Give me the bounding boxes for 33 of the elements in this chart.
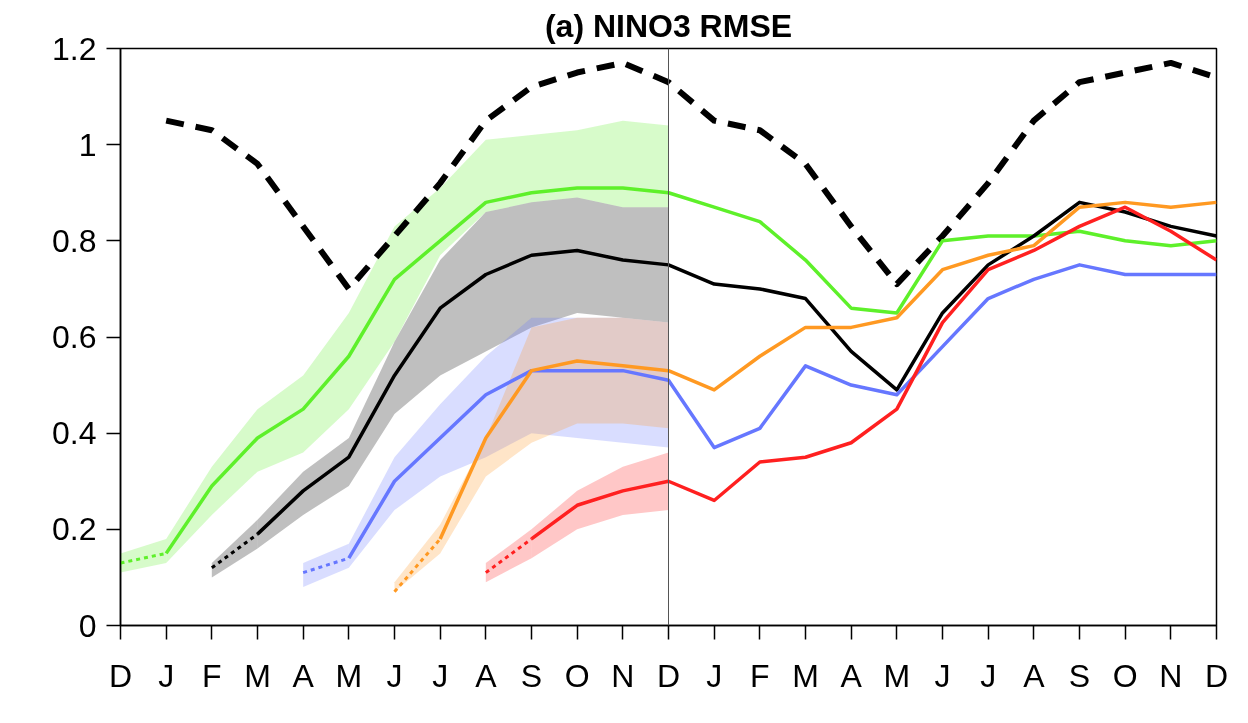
x-tick-label: A [840,657,863,694]
y-tick-label: 0 [78,607,97,644]
x-tick-label: J [158,657,175,694]
y-tick-label: 0.8 [52,222,97,259]
x-tick-label: S [520,657,543,694]
x-tick-label: D [656,657,681,694]
y-tick-label: 1 [78,126,97,163]
x-tick-label: N [611,657,635,694]
x-tick-label: M [883,657,911,694]
y-tick-label: 0.6 [52,319,97,355]
x-tick-label: M [335,657,363,694]
x-tick-label: M [792,657,819,694]
x-tick-label: D [108,657,133,694]
x-tick-label: A [1023,657,1046,694]
x-tick-label: J [706,657,723,694]
x-tick-label: A [475,657,498,694]
x-tick-label: F [750,657,770,694]
x-tick-label: J [980,657,997,694]
x-tick-label: J [432,657,449,694]
x-tick-label: O [564,657,590,694]
x-tick-label: A [292,657,315,694]
x-tick-label: M [244,657,271,694]
y-tick-label: 1.2 [52,30,97,67]
x-tick-label: F [202,657,222,694]
chart-title: (a) NINO3 RMSE [544,7,793,44]
y-tick-label: 0.2 [52,511,97,548]
x-tick-label: D [1204,657,1229,694]
x-tick-label: N [1159,657,1183,694]
x-tick-label: J [386,657,403,694]
x-tick-label: J [934,657,951,694]
x-tick-label: S [1068,657,1091,694]
x-tick-label: O [1112,657,1138,694]
y-tick-label: 0.4 [52,415,97,452]
